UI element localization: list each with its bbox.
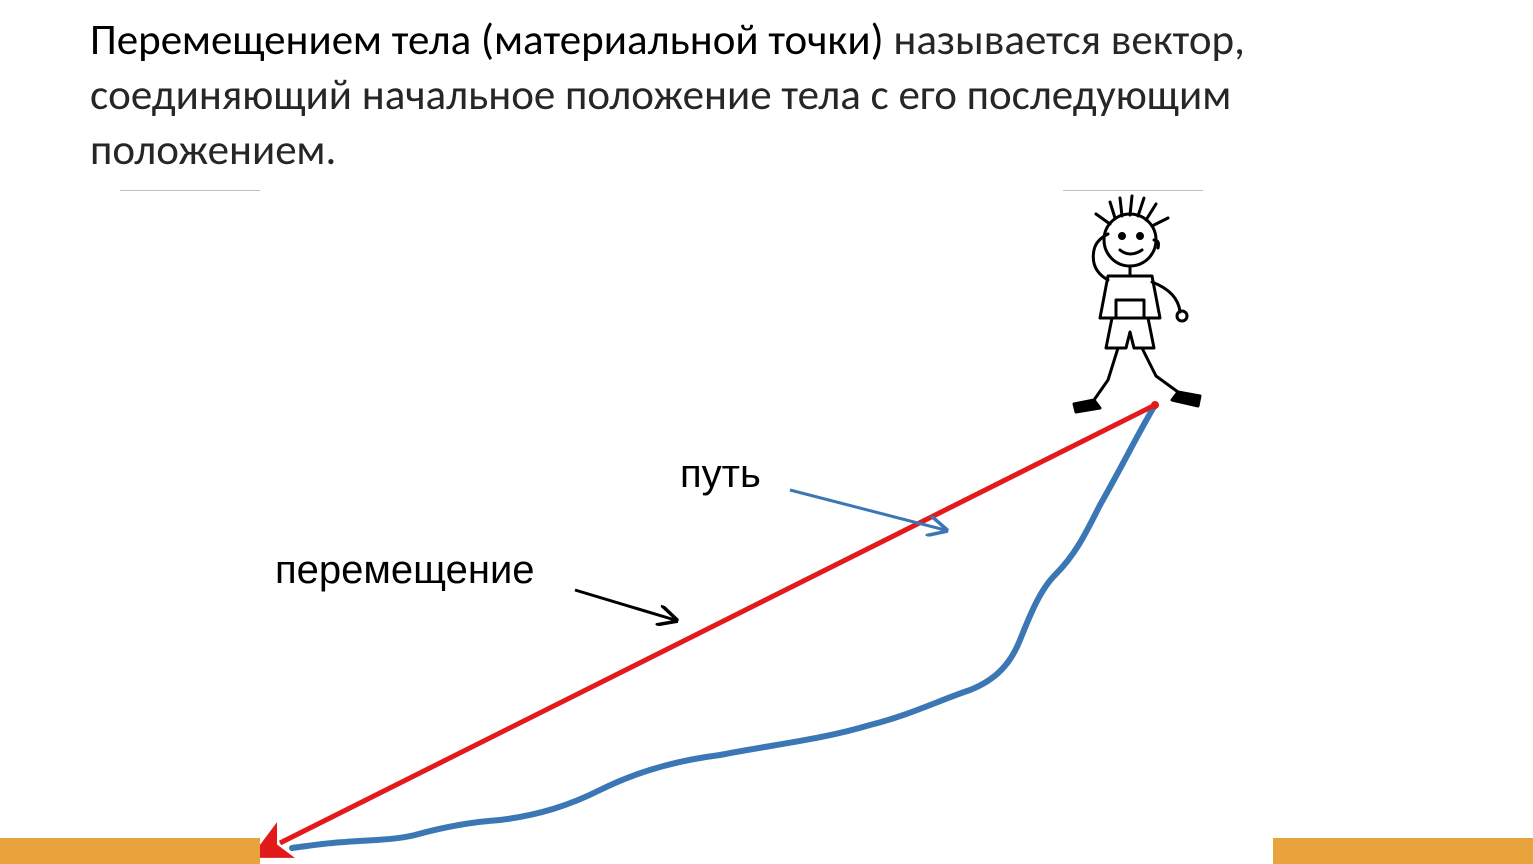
path-label: путь: [680, 452, 761, 497]
footer-accent-left: [0, 836, 260, 864]
displacement-vector: [280, 405, 1155, 843]
start-point: [1151, 401, 1159, 409]
definition-text: Перемещением тела (материальной точки) н…: [90, 12, 1473, 177]
displacement-label-arrow: [575, 590, 675, 620]
divider-left: [120, 190, 260, 191]
footer-accent-right: [1273, 836, 1533, 864]
person-icon: [1074, 196, 1200, 412]
displacement-label: перемещение: [275, 548, 535, 593]
definition-term: Перемещением тела (материальной точки): [90, 13, 884, 66]
path-curve: [292, 405, 1155, 848]
path-label-arrow: [790, 490, 945, 530]
divider-right: [1063, 190, 1203, 191]
